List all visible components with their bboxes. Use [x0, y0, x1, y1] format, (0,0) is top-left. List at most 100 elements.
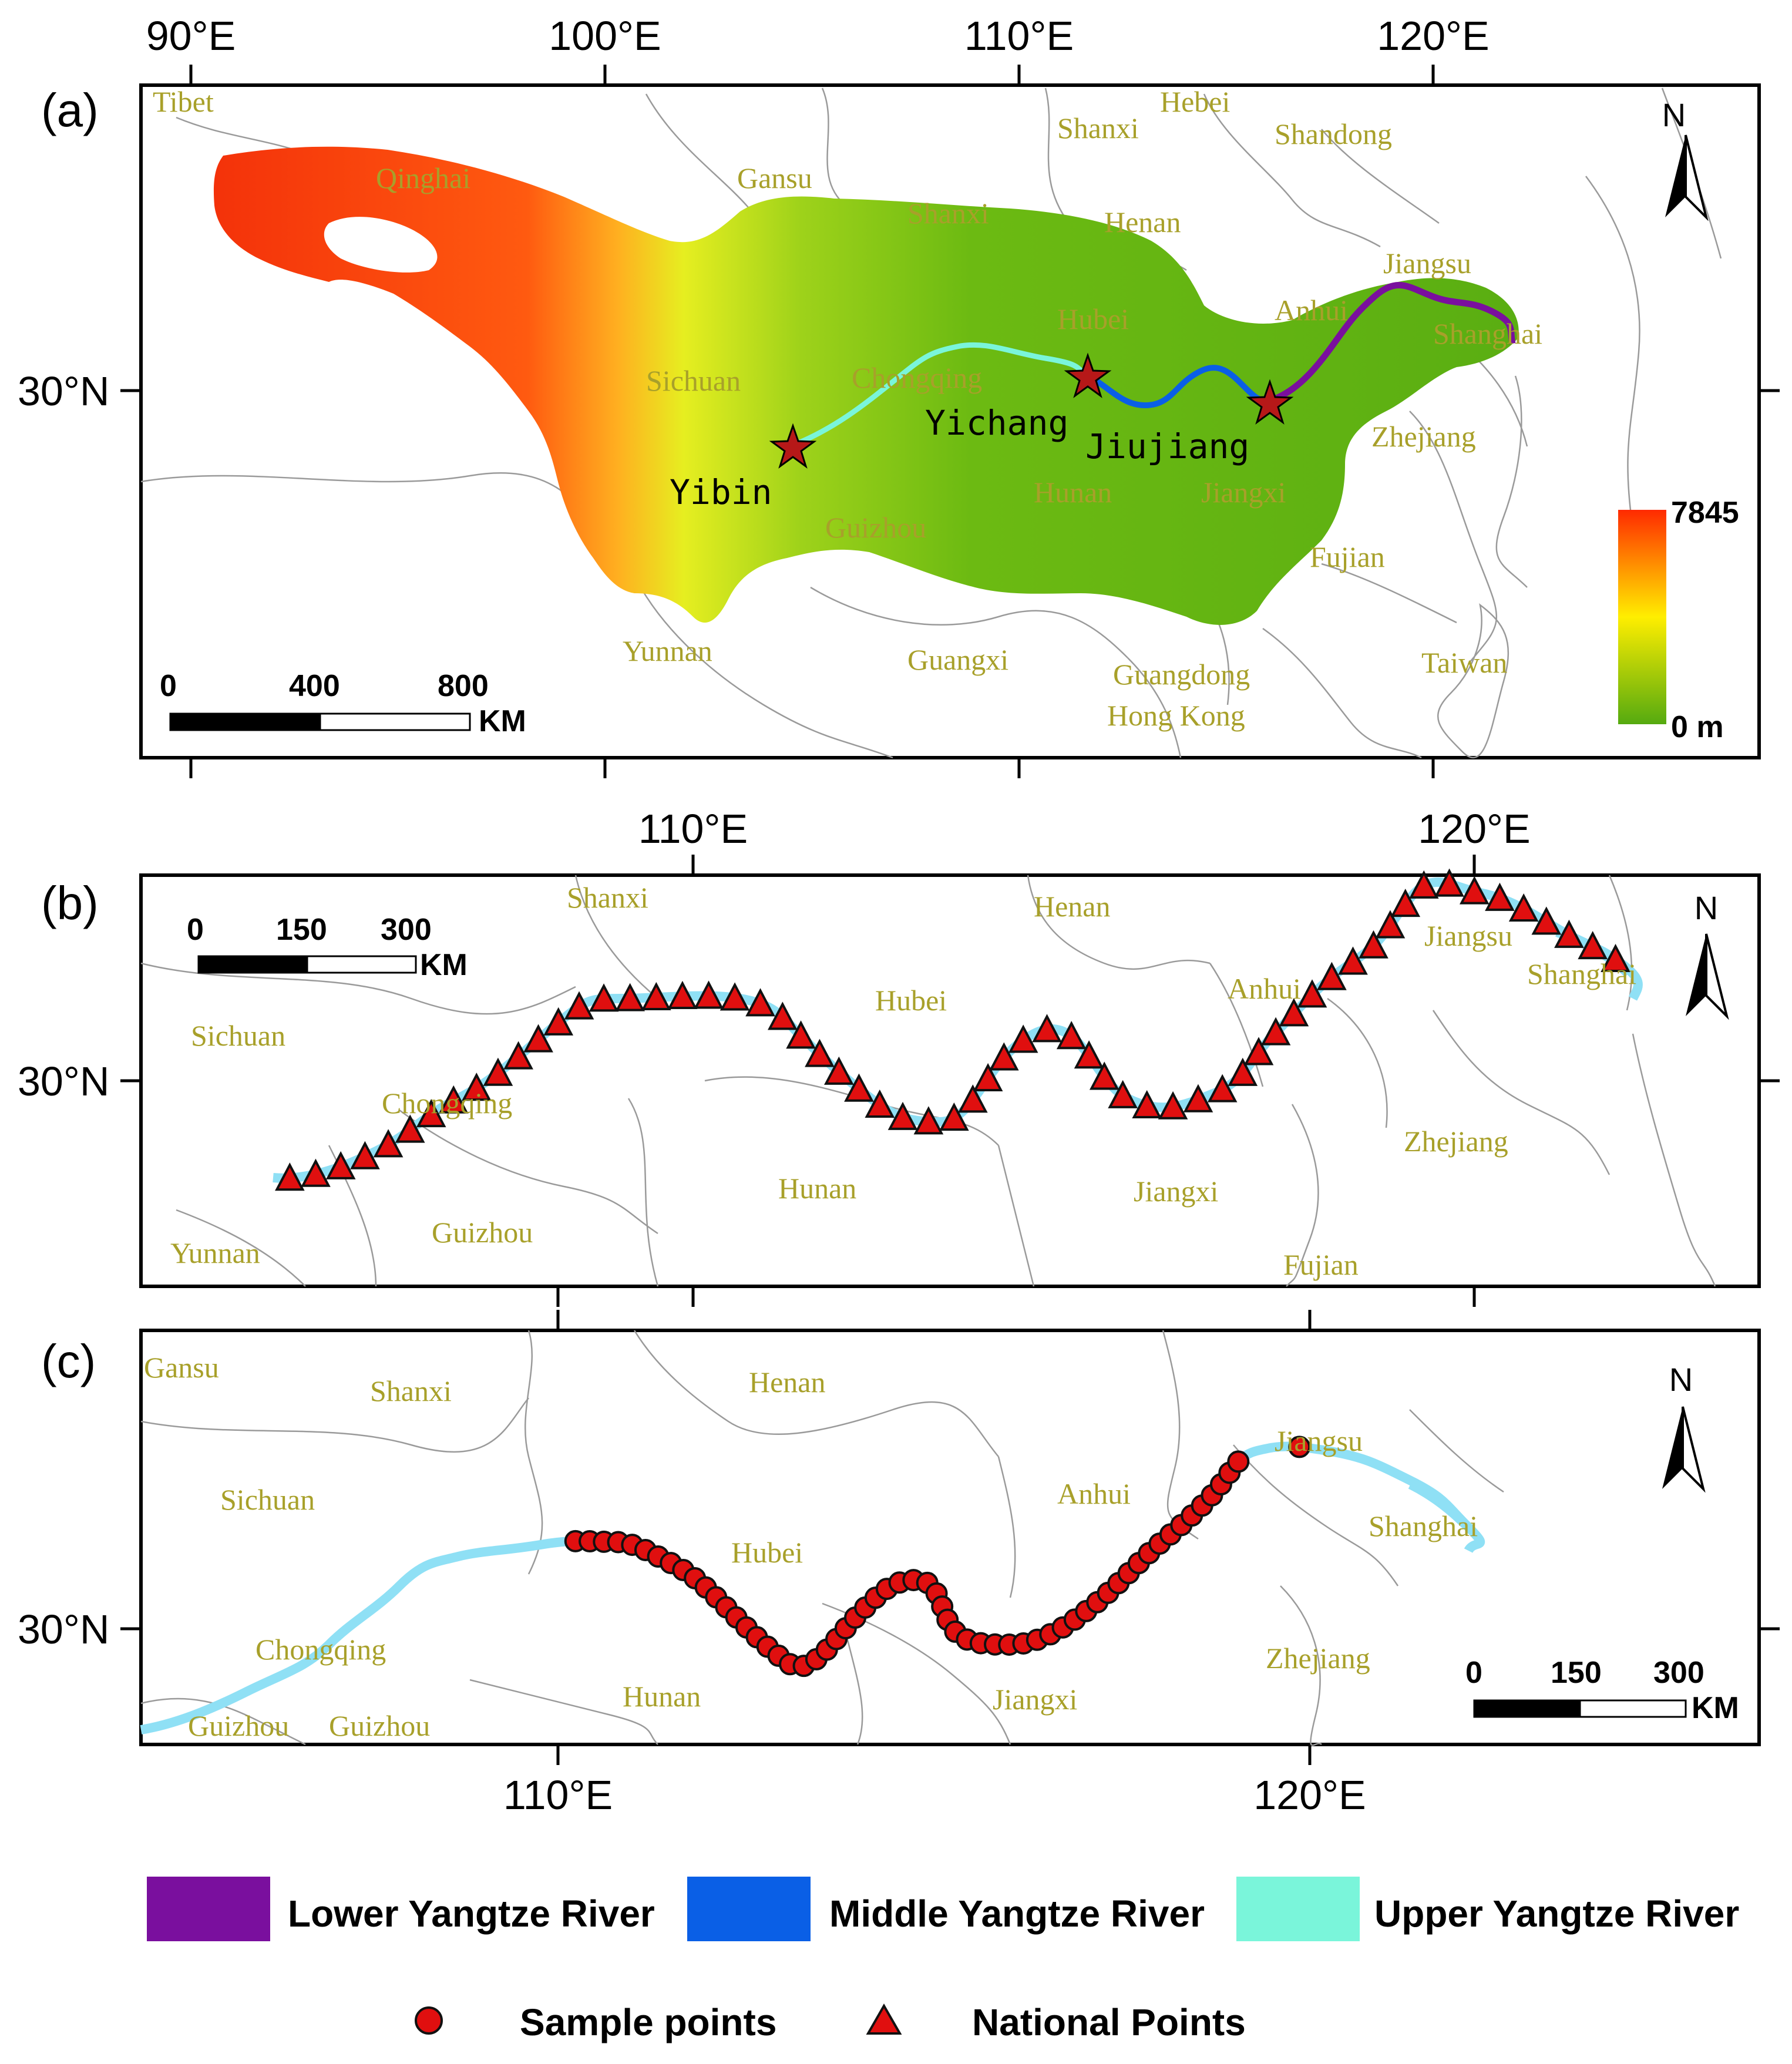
national-point-marker [844, 1073, 874, 1102]
national-point-marker [275, 1162, 305, 1191]
elevation-colorbar [1618, 510, 1666, 724]
prov-label: Yunnan [623, 634, 712, 667]
prov-label: Fujian [1310, 540, 1385, 573]
national-point-marker [350, 1141, 380, 1169]
prov-label: Anhui [1057, 1477, 1131, 1510]
national-point-marker [1132, 1090, 1162, 1118]
yangtze-basin-elevation [213, 146, 1519, 625]
legend: Lower Yangtze River Middle Yangtze River… [147, 1877, 1739, 2043]
prov-label: Shanxi [1057, 112, 1139, 144]
tick-110e: 110°E [503, 1772, 613, 1818]
national-point-marker [1089, 1061, 1119, 1090]
prov-label: Shanxi [567, 881, 648, 914]
national-point-marker [483, 1057, 513, 1086]
national-point-marker [786, 1020, 816, 1049]
panel-c-label: (c) [41, 1335, 96, 1387]
legend-middle-label: Middle Yangtze River [829, 1892, 1205, 1935]
upper-yangtze-river-a [792, 342, 1088, 448]
national-points [275, 868, 1630, 1191]
national-point-marker [768, 1001, 798, 1030]
national-point-marker [1375, 910, 1406, 939]
legend-swatch-middle [687, 1877, 811, 1941]
national-point-marker [373, 1129, 404, 1158]
prov-label: Guangxi [907, 643, 1008, 676]
prov-label: Guizhou [329, 1709, 430, 1742]
panel-b-lat-tick: 30°N [18, 1058, 109, 1104]
prov-label: Fujian [1283, 1248, 1359, 1281]
north-label: N [1669, 1361, 1693, 1398]
prov-label: Hunan [623, 1680, 701, 1713]
prov-label: Sichuan [646, 364, 741, 397]
legend-upper-label: Upper Yangtze River [1374, 1892, 1739, 1935]
national-point-marker [1531, 906, 1562, 935]
elevation-max: 7845 [1671, 496, 1739, 530]
prov-label: Chongqing [382, 1087, 512, 1120]
panel-b-province-labels: Shanxi Henan Sichuan Hubei Anhui Jiangsu… [170, 881, 1636, 1281]
elevation-min: 0 m [1671, 710, 1724, 744]
national-point-marker [543, 1007, 574, 1036]
prov-label: Guizhou [432, 1216, 533, 1249]
national-point-marker [503, 1041, 533, 1070]
scale-tick: 150 [1551, 1656, 1602, 1690]
national-point-marker [1056, 1021, 1087, 1050]
prov-label: Hebei [1160, 85, 1230, 118]
city-label-yichang: Yichang [925, 403, 1068, 443]
prov-label: Gansu [144, 1351, 219, 1384]
middle-yangtze-river-a [1085, 365, 1269, 409]
prov-label: Tibet [153, 85, 214, 118]
tick-110e: 110°E [964, 13, 1074, 59]
panel-a: (a) 90°E 100°E 110°E 120°E 30°N [18, 13, 1780, 778]
sample-point-marker [1227, 1450, 1250, 1473]
national-point-marker [805, 1038, 835, 1067]
national-point-marker [1260, 1017, 1291, 1046]
prov-label: Anhui [1275, 294, 1348, 327]
scale-unit: KM [420, 948, 468, 982]
national-point-marker [1359, 930, 1388, 959]
prov-label: Yunnan [170, 1236, 260, 1269]
prov-label: Sichuan [220, 1483, 315, 1516]
national-point-marker [694, 980, 724, 1009]
tick-120e: 120°E [1253, 1772, 1366, 1818]
prov-label: Hunan [778, 1172, 856, 1205]
prov-label: Guizhou [188, 1709, 289, 1742]
tick-120e: 120°E [1377, 13, 1489, 59]
scale-tick: 0 [1465, 1656, 1482, 1690]
legend-swatch-upper [1236, 1877, 1360, 1941]
scale-unit: KM [1692, 1691, 1739, 1725]
prov-label: Jiangxi [1201, 476, 1286, 509]
prov-label: Jiangxi [1134, 1175, 1218, 1208]
scale-tick: 400 [289, 669, 340, 703]
panel-c-province-borders [140, 1330, 1504, 1746]
scale-unit: KM [479, 704, 526, 738]
sample-points [564, 1436, 1311, 1678]
prov-label: Jiangxi [993, 1683, 1077, 1716]
panel-a-lon-ticks: 90°E 100°E 110°E 120°E 30°N [18, 13, 1780, 778]
national-point-marker [989, 1042, 1019, 1071]
panel-a-label: (a) [41, 84, 99, 136]
prov-label: Jiangsu [1424, 919, 1512, 952]
national-point-marker [957, 1084, 988, 1113]
national-point-marker [887, 1101, 918, 1130]
prov-label: Henan [749, 1366, 826, 1399]
national-point-marker [1297, 979, 1327, 1008]
national-point-marker [1390, 888, 1421, 917]
prov-label: Taiwan [1421, 646, 1507, 679]
national-point-marker [1032, 1014, 1062, 1043]
panel-b-frame [139, 873, 1761, 1288]
national-point-marker [913, 1106, 944, 1135]
national-point-marker [1279, 998, 1309, 1027]
national-point-marker [1074, 1040, 1104, 1069]
legend-national-label: National Points [972, 2001, 1246, 2043]
tick-90e: 90°E [146, 13, 236, 59]
prov-label: Guangdong [1113, 658, 1250, 691]
national-point-marker [1243, 1037, 1274, 1065]
prov-label: Jiangsu [1275, 1424, 1363, 1457]
prov-label: Hubei [875, 984, 947, 1017]
panel-c-lat-tick: 30°N [18, 1606, 109, 1652]
national-point-marker [523, 1024, 553, 1053]
prov-label: Zhejiang [1371, 420, 1476, 453]
panel-a-north-arrow: N [1662, 96, 1709, 221]
panel-c-frame [139, 1329, 1761, 1746]
national-point-marker [416, 1099, 446, 1128]
national-point-marker [1108, 1080, 1138, 1108]
